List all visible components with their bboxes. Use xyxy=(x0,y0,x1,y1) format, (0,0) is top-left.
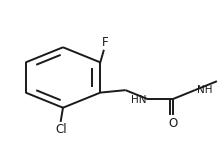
Text: NH: NH xyxy=(197,85,212,95)
Text: HN: HN xyxy=(131,95,146,105)
Text: Cl: Cl xyxy=(55,123,67,136)
Text: O: O xyxy=(168,117,177,130)
Text: F: F xyxy=(101,36,108,49)
